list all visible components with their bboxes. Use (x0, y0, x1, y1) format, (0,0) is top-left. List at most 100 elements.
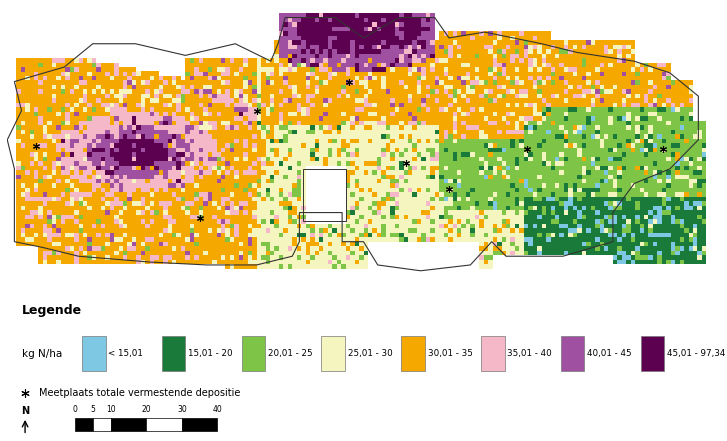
Bar (510, 49, 515, 54)
Bar (301, 18, 305, 22)
Bar (555, 103, 560, 107)
Bar (127, 210, 132, 215)
Bar (702, 183, 707, 188)
Bar (524, 242, 529, 246)
Bar (30, 90, 34, 94)
Bar (475, 58, 479, 63)
Bar (537, 49, 542, 54)
Bar (479, 264, 483, 269)
Bar (675, 125, 680, 130)
Bar (399, 58, 403, 63)
Bar (123, 188, 127, 192)
Bar (564, 98, 569, 103)
Bar (600, 233, 604, 237)
Bar (702, 179, 707, 183)
Bar (221, 228, 225, 233)
Bar (239, 264, 244, 269)
Bar (332, 152, 337, 157)
Bar (448, 148, 453, 152)
Bar (466, 31, 470, 36)
Bar (382, 152, 386, 157)
Bar (515, 233, 519, 237)
Bar (483, 49, 489, 54)
Bar (569, 90, 573, 94)
Bar (448, 112, 453, 116)
Bar (475, 143, 479, 148)
Bar (613, 237, 617, 242)
Bar (359, 107, 364, 112)
Bar (671, 170, 675, 175)
Bar (185, 112, 190, 116)
Bar (667, 165, 671, 170)
Bar (70, 165, 74, 170)
Bar (190, 76, 194, 80)
Bar (79, 94, 83, 98)
Bar (225, 80, 230, 85)
Bar (546, 53, 550, 58)
Bar (399, 130, 403, 134)
Bar (328, 22, 332, 27)
Bar (257, 134, 261, 138)
Bar (493, 138, 497, 143)
Bar (198, 148, 204, 152)
Bar (368, 13, 372, 18)
Bar (96, 121, 101, 125)
Bar (395, 107, 399, 112)
Bar (65, 67, 70, 71)
Bar (657, 165, 662, 170)
Bar (613, 125, 617, 130)
Bar (569, 170, 573, 175)
Bar (430, 125, 435, 130)
Bar (613, 63, 617, 67)
Bar (319, 36, 324, 40)
Bar (185, 121, 190, 125)
Bar (537, 45, 542, 49)
Bar (626, 224, 631, 228)
Bar (252, 71, 257, 76)
Bar (239, 228, 244, 233)
Bar (648, 179, 653, 183)
Bar (244, 116, 248, 121)
Bar (92, 210, 97, 215)
Bar (61, 103, 65, 107)
Bar (181, 197, 185, 202)
Bar (204, 85, 208, 90)
Bar (297, 152, 301, 157)
Bar (225, 130, 230, 134)
Bar (644, 138, 648, 143)
Bar (622, 197, 626, 202)
Bar (185, 80, 190, 85)
Bar (555, 148, 560, 152)
Bar (550, 49, 555, 54)
Bar (693, 233, 697, 237)
Bar (564, 188, 569, 192)
Bar (550, 116, 555, 121)
Bar (403, 138, 408, 143)
Bar (305, 121, 310, 125)
Bar (30, 130, 34, 134)
Bar (604, 94, 608, 98)
Bar (270, 116, 275, 121)
Bar (702, 121, 707, 125)
Bar (537, 67, 542, 71)
Bar (604, 197, 608, 202)
Bar (600, 219, 604, 224)
Bar (631, 107, 635, 112)
Bar (168, 148, 172, 152)
Bar (422, 197, 426, 202)
Bar (577, 170, 582, 175)
Bar (368, 188, 372, 192)
Bar (483, 121, 489, 125)
Bar (177, 192, 181, 197)
Bar (181, 130, 185, 134)
Bar (305, 255, 310, 260)
Bar (34, 206, 39, 210)
Bar (466, 130, 470, 134)
Bar (225, 264, 230, 269)
Bar (127, 161, 132, 165)
Bar (529, 170, 533, 175)
Bar (582, 219, 586, 224)
Bar (657, 161, 662, 165)
Bar (158, 116, 163, 121)
Bar (270, 152, 275, 157)
